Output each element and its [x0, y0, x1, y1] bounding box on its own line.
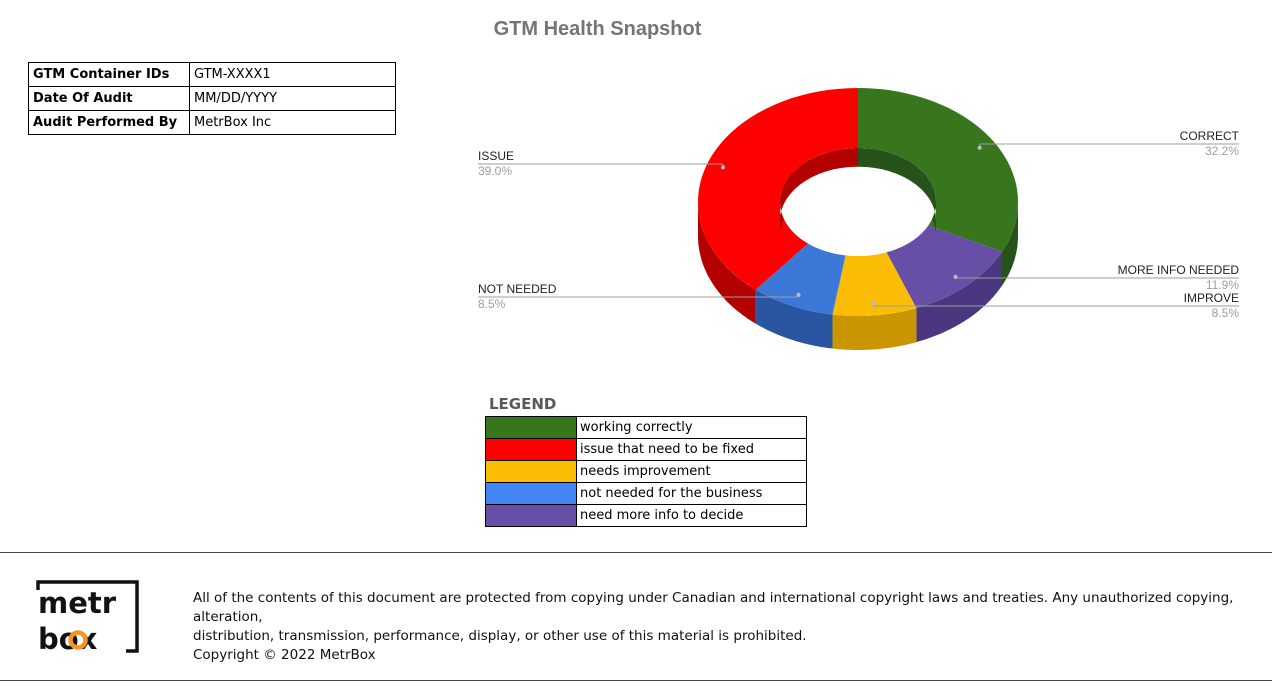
slice-percent-not-needed: 8.5% [478, 297, 506, 311]
leader-dot-issue [720, 165, 725, 170]
slice-label-improve: IMPROVE [1184, 291, 1239, 305]
legend-row: need more info to decide [485, 504, 807, 527]
leader-dot-more-info-needed [953, 274, 958, 279]
leader-dot-correct [977, 145, 982, 150]
donut-hole-opening [780, 166, 936, 256]
slice-percent-issue: 39.0% [478, 164, 512, 178]
slice-improve [832, 252, 917, 316]
legend-row: needs improvement [485, 460, 807, 483]
slice-side-more-info-needed [916, 251, 1002, 343]
footer-divider [0, 552, 1272, 553]
legend-text: need more info to decide [576, 504, 807, 527]
info-value: GTM-XXXX1 [189, 62, 396, 87]
legend-row: not needed for the business [485, 482, 807, 505]
slice-correct [858, 88, 1018, 252]
logo-text-bottom: box [38, 622, 98, 654]
slice-label-issue: ISSUE [478, 149, 514, 163]
logo-text-top: metr [38, 586, 117, 620]
legend-text: working correctly [576, 416, 807, 439]
table-row: Audit Performed By MetrBox Inc [28, 110, 396, 135]
info-value: MM/DD/YYYY [189, 86, 396, 111]
legend-row: issue that need to be fixed [485, 438, 807, 461]
copyright-notice: All of the contents of this document are… [193, 589, 1263, 665]
slice-percent-correct: 32.2% [1205, 144, 1239, 158]
leader-dot-improve [871, 301, 876, 306]
slice-label-correct: CORRECT [1180, 129, 1240, 143]
bottom-divider [0, 680, 1272, 681]
leader-dot-not-needed [796, 292, 801, 297]
legend-row: working correctly [485, 416, 807, 439]
legend-swatch [485, 504, 577, 527]
table-row: Date Of Audit MM/DD/YYYY [28, 86, 396, 111]
metrbox-logo: metr box [36, 580, 139, 654]
legend-text: needs improvement [576, 460, 807, 483]
copyright-line: All of the contents of this document are… [193, 590, 1234, 625]
legend-swatch [485, 460, 577, 483]
slice-label-more-info-needed: MORE INFO NEEDED [1118, 263, 1240, 277]
slice-more-info-needed [886, 225, 1002, 309]
copyright-line: distribution, transmission, performance,… [193, 628, 807, 644]
info-key: GTM Container IDs [28, 62, 190, 87]
slice-side-issue [698, 202, 756, 324]
info-value: MetrBox Inc [189, 110, 396, 135]
slice-percent-more-info-needed: 11.9% [1206, 278, 1239, 292]
slice-issue [698, 88, 858, 290]
slice-side-correct [1002, 202, 1018, 286]
legend-swatch [485, 416, 577, 439]
page-title: GTM Health Snapshot [493, 18, 702, 40]
legend-text: issue that need to be fixed [576, 438, 807, 461]
info-key: Date Of Audit [28, 86, 190, 111]
slice-side-not-needed [755, 289, 833, 349]
slice-side-improve [832, 308, 917, 350]
logo-orange-ring [68, 630, 88, 650]
legend-table: working correctly issue that need to be … [485, 416, 807, 527]
info-key: Audit Performed By [28, 110, 190, 135]
slice-label-not-needed: NOT NEEDED [478, 282, 557, 296]
slice-percent-improve: 8.5% [1212, 306, 1240, 320]
copyright-line: Copyright © 2022 MetrBox [193, 647, 376, 663]
legend-text: not needed for the business [576, 482, 807, 505]
legend-swatch [485, 438, 577, 461]
audit-info-table: GTM Container IDs GTM-XXXX1 Date Of Audi… [28, 62, 396, 135]
legend-title: LEGEND [489, 395, 557, 413]
legend-swatch [485, 482, 577, 505]
table-row: GTM Container IDs GTM-XXXX1 [28, 62, 396, 87]
